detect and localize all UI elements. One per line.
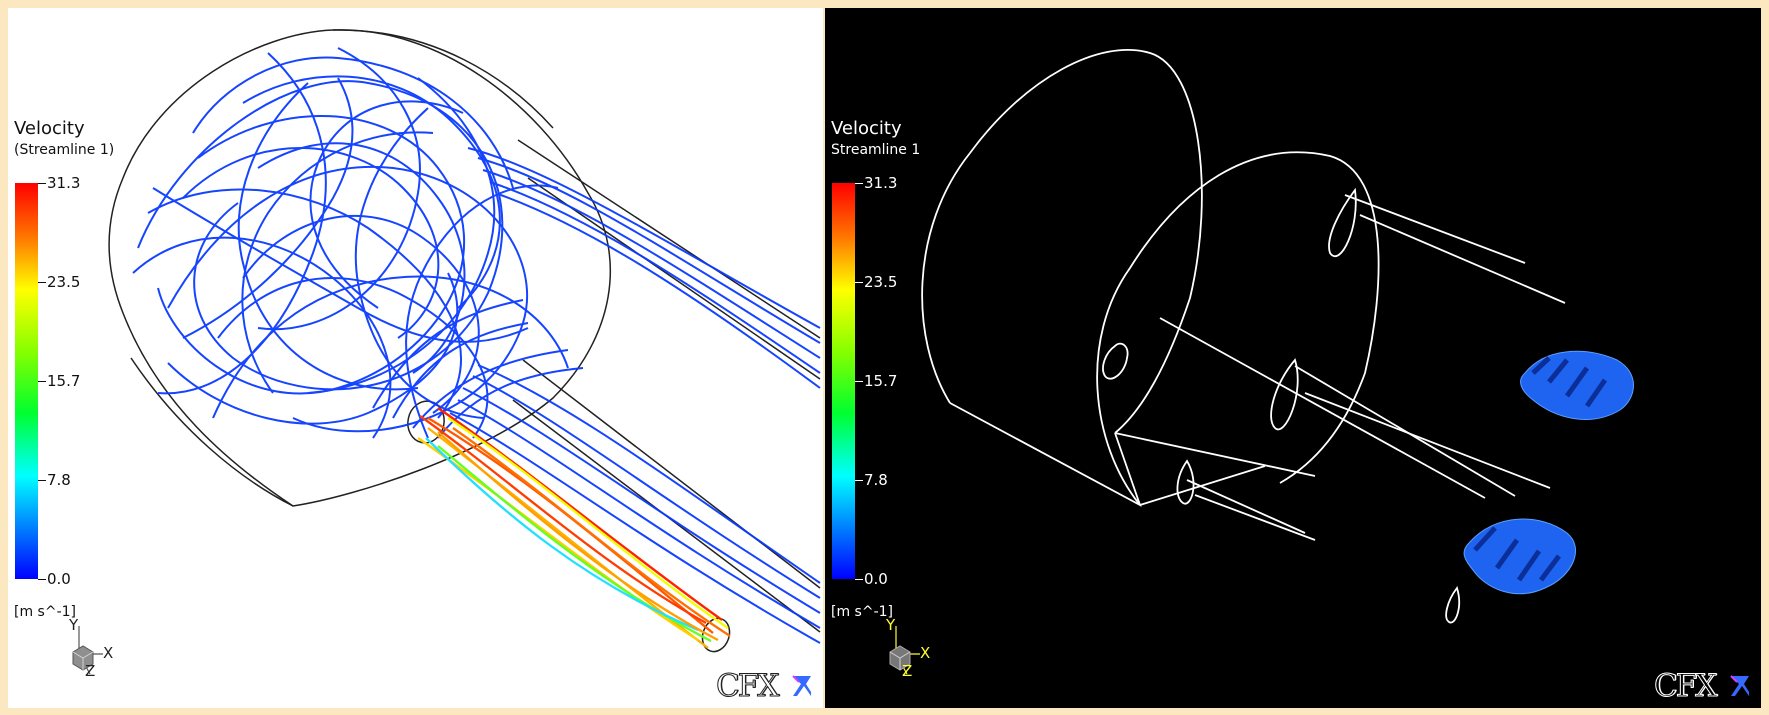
legend-subtitle: (Streamline 1) bbox=[14, 142, 115, 158]
legend-tick-label: 0.0 bbox=[47, 570, 71, 588]
right-particle-clusters bbox=[1463, 350, 1634, 595]
axis-y-label: Y bbox=[886, 616, 896, 634]
right-white-wireframe bbox=[921, 49, 1566, 624]
legend-tick-label: 7.8 bbox=[864, 471, 888, 489]
axis-cube-icon bbox=[72, 626, 103, 675]
legend-tick-label: 15.7 bbox=[864, 372, 898, 390]
cfx-logo-text: CFX bbox=[1653, 668, 1717, 704]
legend-tick-mark bbox=[855, 480, 863, 481]
legend-tick-label: 31.3 bbox=[47, 174, 81, 192]
right-wireframe-visualization bbox=[921, 49, 1634, 624]
left-geometry-outline bbox=[108, 29, 821, 653]
right-cfx-logo: CFX bbox=[1653, 666, 1751, 704]
legend-tick-label: 15.7 bbox=[47, 372, 81, 390]
legend-tick-label: 23.5 bbox=[47, 273, 81, 291]
legend-tick-mark bbox=[855, 282, 863, 283]
velocity-colorbar bbox=[832, 183, 855, 579]
left-streamline-viewport[interactable]: Velocity (Streamline 1) 31.3 23.5 15.7 7… bbox=[8, 8, 823, 708]
legend-tick-mark bbox=[855, 183, 863, 184]
legend-tick-label: 31.3 bbox=[864, 174, 898, 192]
legend-tick-mark bbox=[38, 480, 46, 481]
right-particle-viewport[interactable]: Velocity Streamline 1 31.3 23.5 15.7 7.8… bbox=[825, 8, 1761, 708]
legend-tick-mark bbox=[855, 579, 863, 580]
axis-y-label: Y bbox=[69, 616, 79, 634]
legend-tick-mark bbox=[38, 579, 46, 580]
left-velocity-legend: Velocity (Streamline 1) 31.3 23.5 15.7 7… bbox=[11, 118, 131, 620]
legend-unit: [m s^-1] bbox=[831, 604, 893, 620]
axis-x-label: X bbox=[920, 644, 931, 662]
axis-z-label: Z bbox=[85, 662, 96, 680]
legend-subtitle: Streamline 1 bbox=[831, 142, 921, 158]
legend-tick-mark bbox=[38, 381, 46, 382]
velocity-colorbar bbox=[15, 183, 38, 579]
axis-x-label: X bbox=[103, 644, 114, 662]
cfx-logo-text: CFX bbox=[715, 668, 779, 704]
left-flow-visualization bbox=[108, 29, 821, 653]
right-velocity-legend: Velocity Streamline 1 31.3 23.5 15.7 7.8… bbox=[828, 118, 948, 620]
cfx-logo-icon bbox=[1730, 675, 1749, 696]
legend-tick-mark bbox=[38, 183, 46, 184]
left-fast-jet-streamlines bbox=[417, 407, 731, 649]
legend-tick-mark bbox=[38, 282, 46, 283]
left-axis-triad: Y X Z bbox=[65, 618, 135, 688]
legend-unit: [m s^-1] bbox=[14, 604, 76, 620]
cfx-logo-icon bbox=[792, 675, 811, 696]
legend-title: Velocity bbox=[14, 118, 85, 139]
axis-cube-icon bbox=[889, 626, 920, 675]
legend-tick-label: 7.8 bbox=[47, 471, 71, 489]
left-blue-recirculation-streamlines bbox=[132, 47, 821, 644]
legend-tick-label: 23.5 bbox=[864, 273, 898, 291]
right-axis-triad: Y X Z bbox=[882, 618, 952, 688]
legend-title: Velocity bbox=[831, 118, 902, 139]
left-cfx-logo: CFX bbox=[715, 666, 813, 704]
legend-tick-label: 0.0 bbox=[864, 570, 888, 588]
legend-tick-mark bbox=[855, 381, 863, 382]
axis-z-label: Z bbox=[902, 662, 913, 680]
